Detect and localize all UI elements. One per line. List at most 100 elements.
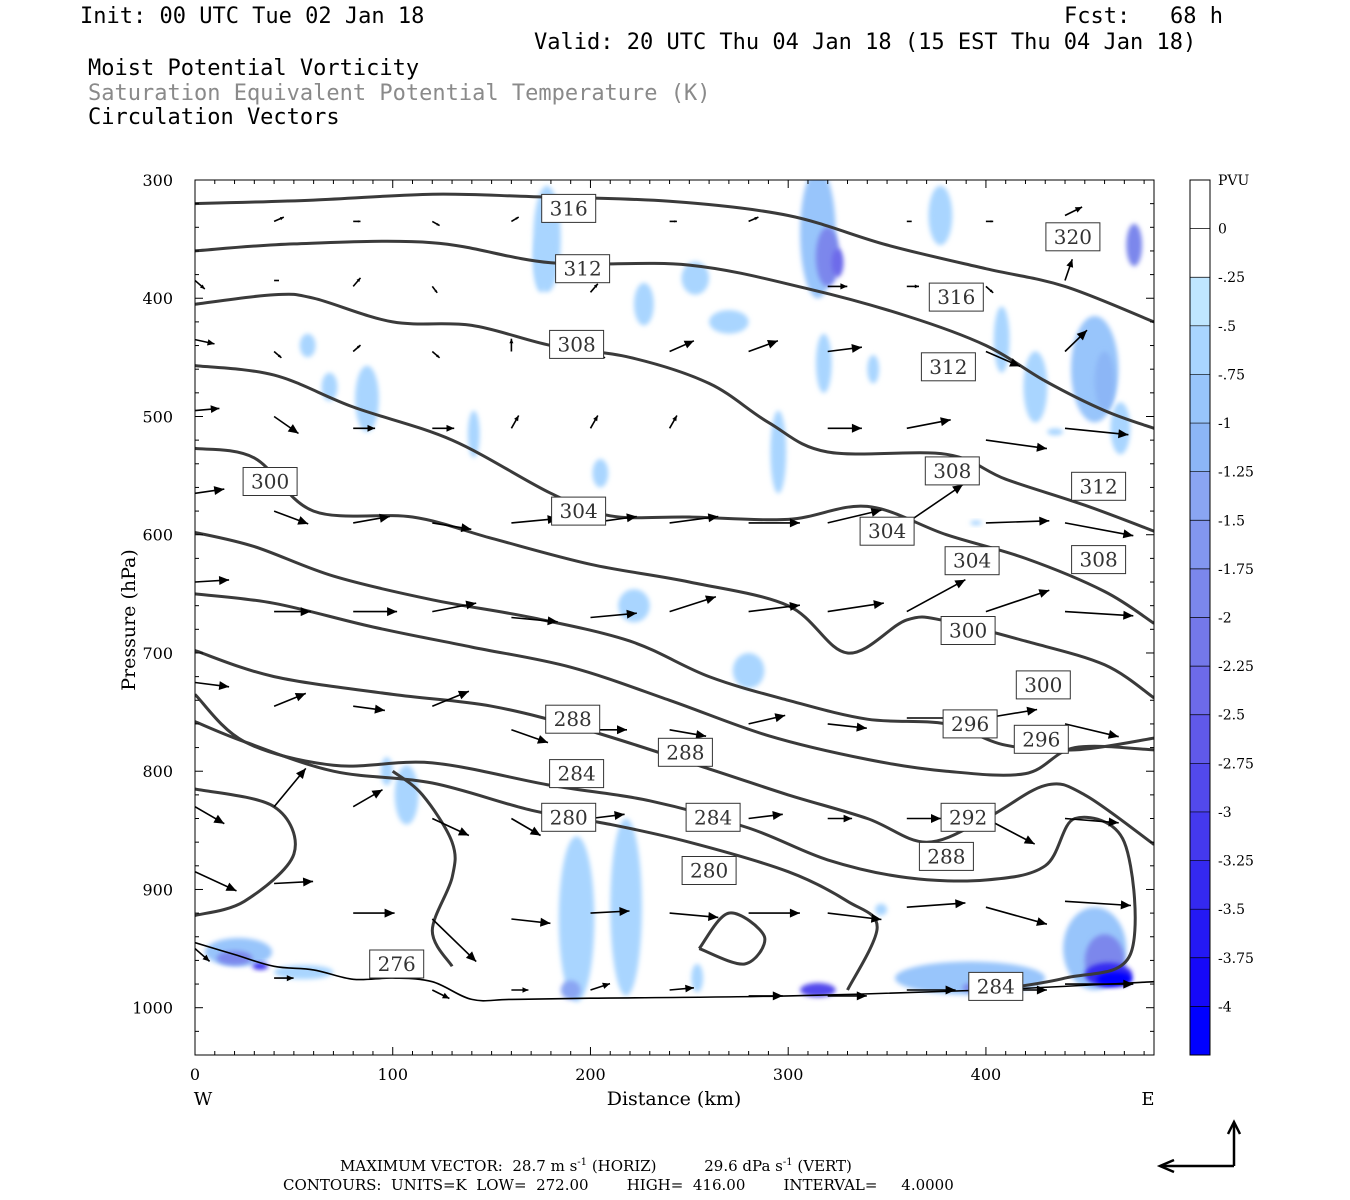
contour-label-text: 296 — [951, 712, 989, 736]
y-tick-label: 300 — [142, 171, 173, 190]
contour-label-box — [940, 802, 996, 832]
circulation-vector — [353, 513, 390, 524]
vector-head — [931, 814, 941, 823]
theta-es-contour-300 — [195, 446, 1154, 700]
contour-label-text: 304 — [868, 519, 906, 543]
vector-head — [945, 985, 956, 995]
circulation-vector — [511, 616, 558, 626]
pv-patch — [560, 980, 581, 1000]
colorbar-label: -1 — [1218, 416, 1232, 432]
vector-shaft — [1064, 522, 1134, 537]
field-title-vectors: Circulation Vectors — [88, 105, 340, 130]
pv-patch — [800, 982, 836, 998]
contour-label-text: 300 — [251, 470, 289, 494]
colorbar-swatch — [1190, 1006, 1210, 1056]
vector-head — [614, 811, 625, 820]
circulation-vector — [195, 681, 230, 690]
pv-patch — [1047, 428, 1063, 436]
colorbar-swatch — [1190, 471, 1210, 521]
colorbar-label: -1.5 — [1218, 513, 1245, 529]
vector-head — [955, 899, 966, 909]
colorbar-swatch — [1190, 520, 1210, 570]
colorbar-swatch — [1190, 374, 1210, 424]
circulation-vector — [906, 483, 964, 524]
vector-head — [277, 354, 282, 358]
vector-shaft — [985, 589, 1050, 613]
circulation-vector — [748, 908, 800, 918]
vector-head — [514, 415, 519, 422]
contour-label-box — [242, 467, 298, 496]
contour-label: 284 — [685, 802, 741, 832]
x-axis-west-label: W — [194, 1089, 213, 1110]
circulation-vector — [589, 283, 599, 293]
vector-head — [1036, 917, 1047, 926]
contour-label-text: 308 — [1080, 548, 1118, 572]
circulation-vector — [1064, 258, 1074, 281]
contour-label-text: 312 — [929, 355, 967, 379]
vector-head — [952, 484, 963, 494]
contour-label-text: 276 — [378, 952, 416, 976]
circulation-vector — [273, 767, 307, 808]
circulation-vector — [985, 285, 994, 294]
vector-head — [1123, 979, 1134, 989]
contour-label: 316 — [928, 282, 984, 312]
contour-label-box — [924, 456, 980, 486]
vector-head — [705, 595, 716, 604]
vector-shaft — [1064, 610, 1134, 617]
vector-head — [356, 345, 361, 349]
vector-head — [225, 882, 237, 891]
contour-label-text: 288 — [554, 707, 592, 731]
colorbar-label: -2.5 — [1218, 708, 1245, 724]
circulation-vector — [431, 989, 450, 1000]
vector-head — [1039, 516, 1050, 526]
theta-es-contour-312 — [195, 239, 1154, 430]
colorbar-label: -2 — [1218, 611, 1232, 627]
vector-head — [537, 735, 548, 744]
contour-label: 280 — [541, 802, 597, 832]
colorbar-label: -4 — [1218, 999, 1232, 1015]
contour-label-text: 288 — [666, 740, 704, 764]
vector-head — [754, 217, 759, 221]
pv-patch — [216, 950, 253, 966]
vector-head — [840, 283, 848, 290]
y-tick-label: 900 — [142, 880, 173, 899]
pv-patch — [815, 333, 832, 393]
x-axis-title: Distance (km) — [607, 1088, 742, 1110]
pv-patch — [970, 520, 982, 526]
contour-label: 288 — [918, 841, 974, 871]
circulation-vector — [669, 513, 719, 524]
vector-head — [379, 513, 390, 523]
closed-contour — [697, 911, 767, 966]
contour-label-box — [681, 856, 737, 885]
contour-label: 284 — [968, 971, 1024, 1001]
pv-patch — [299, 333, 316, 358]
vector-head — [387, 607, 398, 617]
circulation-vector — [511, 515, 558, 524]
contour-label: 320 — [1045, 222, 1101, 252]
circulation-vector — [195, 279, 206, 290]
vector-head — [708, 912, 719, 921]
contour-label-box — [657, 737, 713, 767]
y-tick-label: 1000 — [132, 999, 173, 1018]
vector-head — [297, 516, 309, 525]
vector-head — [457, 690, 469, 700]
circulation-vectors — [195, 206, 1134, 1001]
theta-es-contour-276 — [391, 769, 457, 968]
circulation-vector — [273, 510, 309, 525]
vector-head — [626, 609, 637, 619]
circulation-vector — [906, 284, 919, 289]
vector-head — [843, 814, 853, 823]
circulation-vector — [668, 415, 678, 429]
circulation-vector — [1065, 979, 1134, 989]
vector-head — [1009, 358, 1021, 367]
vector-head — [357, 220, 361, 223]
circulation-vector — [195, 486, 225, 495]
vector-head — [540, 917, 551, 927]
contour-label: 308 — [549, 329, 605, 359]
contour-label-box — [940, 616, 996, 645]
circulation-vector — [1064, 206, 1083, 217]
pv-colorbar: PVU 0 -.25 -.5 -.75 -1 -1.25 -1.5 -1.75 -2 -2.25 -2… — [1189, 173, 1254, 1056]
reference-vector-icon — [1156, 1119, 1242, 1174]
terrain-surface — [195, 941, 1154, 1002]
contour-label-text: 316 — [550, 196, 588, 220]
